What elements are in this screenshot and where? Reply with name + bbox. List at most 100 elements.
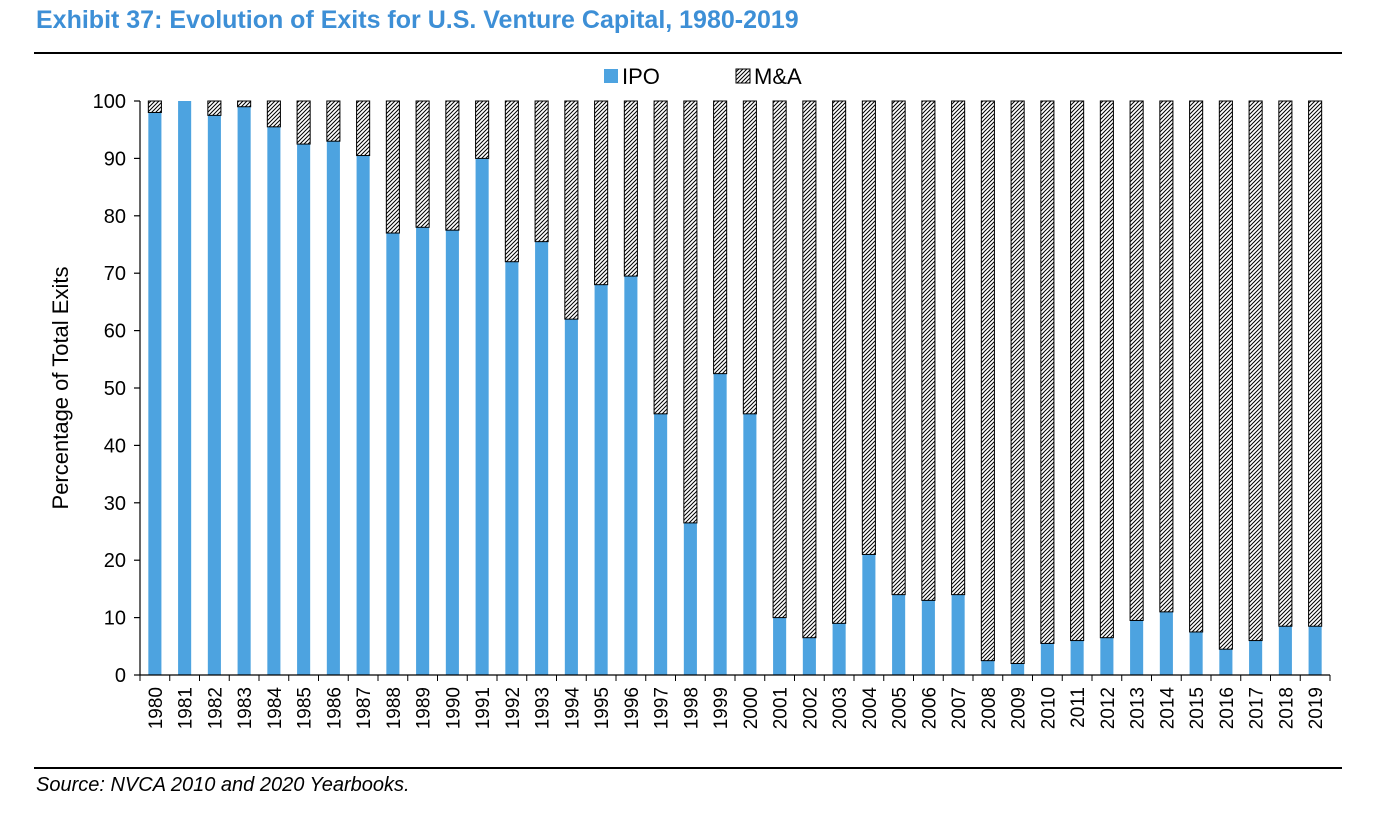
x-tick-label: 1980 — [146, 687, 167, 729]
y-tick-label: 70 — [104, 263, 126, 285]
bar-ma-2013 — [1129, 100, 1144, 621]
bar-ma-2001 — [772, 100, 787, 619]
x-tick-label: 1984 — [265, 687, 286, 730]
y-tick-label: 100 — [93, 91, 126, 113]
x-tick-label: 2017 — [1247, 687, 1268, 729]
x-tick-label: 1994 — [562, 687, 583, 730]
bar-ipo-1980 — [148, 112, 162, 676]
x-tick-label: 2016 — [1217, 687, 1238, 729]
x-tick-label: 1981 — [176, 687, 197, 729]
bar-ipo-2005 — [892, 594, 906, 675]
bar-ipo-1995 — [594, 284, 608, 675]
x-tick-label: 2004 — [860, 687, 881, 730]
bar-ipo-1989 — [416, 227, 430, 675]
bar-ipo-2000 — [743, 413, 757, 675]
bar-ipo-1998 — [683, 522, 697, 675]
x-tick-label: 1991 — [473, 687, 494, 729]
x-tick-label: 2008 — [979, 687, 1000, 729]
bar-ipo-2010 — [1040, 643, 1054, 675]
x-tick-label: 1999 — [711, 687, 732, 729]
x-tick-label: 2018 — [1276, 687, 1297, 729]
bar-ipo-2001 — [773, 617, 787, 675]
bar-ma-2017 — [1248, 100, 1263, 642]
y-tick-label: 40 — [104, 435, 126, 457]
bar-ipo-1991 — [475, 158, 489, 675]
bar-ma-1984 — [266, 100, 281, 128]
x-tick-label: 1997 — [652, 687, 673, 729]
legend-label-ipo: IPO — [622, 64, 660, 89]
x-tick-label: 1998 — [681, 687, 702, 729]
bar-ipo-1990 — [445, 230, 459, 675]
bar-ma-1997 — [653, 100, 668, 415]
top-rule — [34, 52, 1342, 54]
x-tick-label: 2015 — [1187, 687, 1208, 729]
x-tick-label: 2013 — [1128, 687, 1149, 729]
x-tick-label: 1993 — [533, 687, 554, 729]
x-tick-label: 2001 — [771, 687, 792, 729]
x-tick-label: 1986 — [324, 687, 345, 729]
bar-ipo-2018 — [1278, 626, 1292, 675]
x-tick-label: 1988 — [384, 687, 405, 729]
bar-ma-2010 — [1040, 100, 1055, 644]
legend: IPO M&A — [604, 64, 802, 89]
bar-ipo-1999 — [713, 373, 727, 675]
bar-ipo-1982 — [207, 115, 221, 676]
bar-ipo-2007 — [951, 594, 965, 675]
bar-ma-1996 — [623, 100, 638, 277]
bottom-rule — [34, 767, 1342, 769]
bars — [147, 100, 1323, 676]
bar-ipo-2009 — [1011, 663, 1025, 675]
bar-ipo-1986 — [326, 141, 340, 675]
x-tick-label: 2003 — [830, 687, 851, 729]
bar-ipo-1997 — [654, 413, 668, 675]
bar-ma-2009 — [1010, 100, 1025, 665]
x-tick-label: 2005 — [890, 687, 911, 729]
bar-ma-2014 — [1159, 100, 1174, 613]
x-axis: 1980 1981 1982 1983 1984 1985 1986 1987 1988 1989… — [139, 674, 1331, 730]
x-tick-label: 1987 — [354, 687, 375, 729]
x-tick-label: 1989 — [414, 687, 435, 729]
bar-ipo-2014 — [1159, 611, 1173, 675]
legend-swatch-ipo — [604, 69, 618, 83]
y-tick-label: 60 — [104, 321, 126, 343]
x-tick-label: 1992 — [503, 687, 524, 729]
bar-ma-1982 — [207, 100, 222, 116]
bar-ipo-1987 — [356, 155, 370, 675]
bar-ipo-2003 — [832, 623, 846, 675]
bar-ipo-2015 — [1189, 631, 1203, 675]
y-tick-label: 0 — [115, 665, 126, 687]
stacked-bar-chart: IPO M&A 0 10 20 30 40 50 60 70 80 90 100 Percentage … — [48, 64, 1331, 730]
bar-ma-2007 — [951, 100, 966, 596]
x-tick-label: 2002 — [800, 687, 821, 729]
bar-ma-1990 — [445, 100, 460, 231]
bar-ma-1987 — [356, 100, 371, 157]
bar-ma-2008 — [980, 100, 995, 662]
legend-label-ma: M&A — [754, 64, 802, 89]
y-tick-label: 80 — [104, 206, 126, 228]
x-tick-label: 2010 — [1038, 687, 1059, 729]
bar-ipo-1988 — [386, 233, 400, 675]
bar-ipo-2004 — [862, 554, 876, 675]
x-tick-label: 1985 — [295, 687, 316, 729]
x-tick-label: 1996 — [622, 687, 643, 729]
x-tick-label: 2011 — [1068, 687, 1089, 728]
bar-ipo-2008 — [981, 660, 995, 675]
bar-ipo-1984 — [267, 126, 281, 675]
bar-ipo-1994 — [564, 319, 578, 675]
bar-ma-2016 — [1218, 100, 1233, 650]
y-tick-label: 90 — [104, 148, 126, 170]
bar-ipo-1993 — [535, 241, 549, 675]
y-tick-label: 30 — [104, 493, 126, 515]
bar-ma-1995 — [594, 100, 609, 286]
y-tick-label: 20 — [104, 550, 126, 572]
y-axis-label: Percentage of Total Exits — [48, 267, 73, 510]
x-tick-label: 2014 — [1157, 687, 1178, 730]
x-tick-label: 1990 — [443, 687, 464, 729]
bar-ma-2015 — [1189, 100, 1204, 633]
x-tick-label: 1983 — [235, 687, 256, 729]
bar-ma-2006 — [921, 100, 936, 601]
bar-ipo-1983 — [237, 106, 251, 676]
bar-ma-1988 — [385, 100, 400, 234]
x-tick-label: 2012 — [1098, 687, 1119, 729]
bar-ma-1985 — [296, 100, 311, 145]
